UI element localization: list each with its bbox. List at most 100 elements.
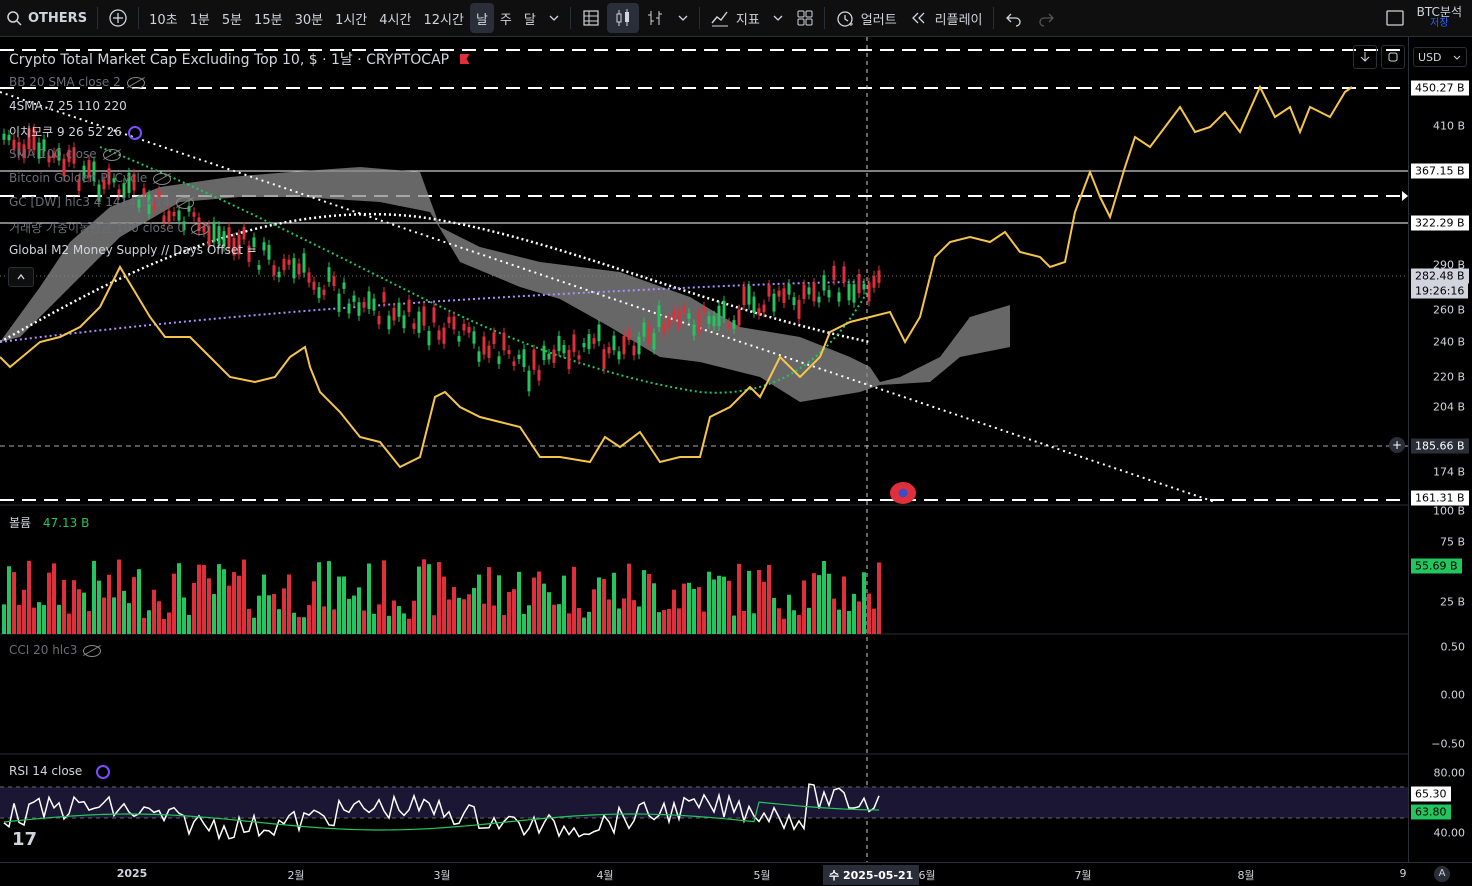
candle-body <box>782 288 786 303</box>
candle-body <box>667 318 671 327</box>
legend-pi-cycle[interactable]: Bitcoin Golden Pi Cycle <box>9 171 172 185</box>
volume-bar <box>417 566 421 634</box>
volume-bar <box>827 573 831 634</box>
time-tick: 2월 <box>287 869 305 882</box>
volume-bar <box>227 585 231 634</box>
interval-10s[interactable]: 10초 <box>143 0 184 36</box>
legend-text: BB 20 SMA close 2 <box>9 75 121 89</box>
interval-30m[interactable]: 30분 <box>289 0 330 36</box>
time-tick: 8월 <box>1237 869 1255 882</box>
volume-bar <box>182 597 186 634</box>
indicators-button[interactable]: 지표 <box>704 0 766 36</box>
cci-legend[interactable]: CCI 20 hlc3 <box>9 643 102 657</box>
global-m2-line <box>0 84 1353 469</box>
interval-1d[interactable]: 날 <box>469 3 494 33</box>
chart-canvas[interactable] <box>0 37 1408 862</box>
volume-bar <box>192 582 196 634</box>
interval-1h[interactable]: 1시간 <box>329 0 373 36</box>
fullscreen-button[interactable] <box>1379 0 1411 36</box>
bar-style-button[interactable] <box>575 0 607 36</box>
collapse-legend-button[interactable] <box>8 267 34 287</box>
candle-body <box>292 258 296 279</box>
candle-body <box>567 350 571 370</box>
chart-pane[interactable]: Crypto Total Market Cap Excluding Top 10… <box>0 37 1408 862</box>
eye-off-icon[interactable] <box>126 76 145 89</box>
chart-type-dropdown[interactable] <box>671 0 695 36</box>
candle-body <box>142 188 146 194</box>
replay-button[interactable]: 리플레이 <box>903 0 989 36</box>
us-flag-icon[interactable] <box>890 482 916 504</box>
rsi-band <box>0 787 1408 818</box>
candle-body <box>177 210 181 221</box>
legend-bb[interactable]: BB 20 SMA close 2 <box>9 75 145 89</box>
interval-label: 5분 <box>221 12 243 28</box>
interval-label: 1시간 <box>335 12 368 28</box>
pane-down-button[interactable] <box>1353 45 1377 69</box>
legend-ichimoku[interactable]: 이치모쿠 9 26 52 26 <box>9 123 142 140</box>
interval-12h[interactable]: 12시간 <box>417 0 469 36</box>
candle-body <box>462 323 466 331</box>
templates-button[interactable] <box>790 0 820 36</box>
volume-bar <box>757 570 761 634</box>
pane-maximize-button[interactable] <box>1381 45 1405 69</box>
eye-off-icon[interactable] <box>102 148 121 161</box>
legend-gc[interactable]: GC [DW] hlc3 4 1414 1414 <box>9 195 195 209</box>
candle-body <box>402 315 406 329</box>
currency-selector[interactable]: USD <box>1413 47 1467 67</box>
legend-text: GC [DW] hlc3 4 1414 1414 <box>9 195 171 209</box>
eye-off-icon[interactable] <box>176 196 195 209</box>
auto-scale-button[interactable]: A <box>1434 866 1450 882</box>
volume-bar <box>502 614 506 634</box>
interval-15m[interactable]: 15분 <box>248 0 289 36</box>
rsi-legend[interactable]: RSI 14 close <box>9 764 111 779</box>
volume-bar <box>262 574 266 634</box>
volume-bar <box>422 559 426 634</box>
volume-bar <box>392 600 396 634</box>
volume-bar <box>572 566 576 634</box>
price-axis[interactable]: USD 450.27 B 410 B 367.15 B 322.29 B 290… <box>1389 37 1472 862</box>
legend-m2[interactable]: Global M2 Money Supply // Days Offset = <box>9 243 257 257</box>
interval-4h[interactable]: 4시간 <box>373 0 417 36</box>
interval-1m[interactable]: 1분 <box>184 0 216 36</box>
layout-menu[interactable]: BTC분석 저장 <box>1411 0 1472 36</box>
volume-bar <box>722 576 726 634</box>
volume-bar <box>332 609 336 634</box>
alert-button[interactable]: 얼러트 <box>829 0 903 36</box>
volume-bar <box>17 604 21 634</box>
candle-body <box>277 271 281 278</box>
legend-vwma[interactable]: 거래량 가중이동평균 100 close 0 <box>9 219 210 236</box>
volume-bar <box>77 589 81 634</box>
volume-bar <box>687 582 691 634</box>
rsi-value-badge: 65.30 <box>1411 786 1451 802</box>
volume-bar <box>247 608 251 634</box>
candle-body <box>457 336 461 342</box>
volume-legend[interactable]: 볼륨 47.13 B <box>9 514 89 531</box>
indicators-dropdown[interactable] <box>766 0 790 36</box>
symbol-search-button[interactable]: OTHERS <box>0 0 93 36</box>
candles-style-button[interactable] <box>606 3 639 33</box>
legend-4sma[interactable]: 4SMA 7 25 110 220 <box>9 99 127 113</box>
interval-5m[interactable]: 5분 <box>216 0 248 36</box>
eye-off-icon[interactable] <box>83 644 102 657</box>
hollow-candle-button[interactable] <box>639 0 671 36</box>
volume-bar <box>397 606 401 634</box>
interval-1mo[interactable]: 달 <box>518 0 542 36</box>
undo-button[interactable] <box>998 0 1030 36</box>
interval-1w[interactable]: 주 <box>494 0 518 36</box>
eye-off-icon[interactable] <box>191 222 210 235</box>
legend-sma100[interactable]: SMA 100 close <box>9 147 121 161</box>
compare-button[interactable] <box>102 0 134 36</box>
candle-body <box>437 330 441 340</box>
add-alert-icon[interactable]: + <box>1389 437 1405 453</box>
time-axis[interactable]: 2025 2월 3월 4월 5월 6월 7월 8월 9 수 2025-05-21… <box>0 862 1472 886</box>
candle-body <box>577 355 581 360</box>
replay-label: 리플레이 <box>934 12 983 28</box>
interval-dropdown[interactable] <box>542 0 566 36</box>
interval-label: 10초 <box>149 12 178 28</box>
redo-button[interactable] <box>1030 0 1062 36</box>
volume-bar <box>662 610 666 634</box>
crosshair-date-badge: 수 2025-05-21 <box>823 865 920 885</box>
volume-bar <box>707 571 711 634</box>
eye-off-icon[interactable] <box>153 172 172 185</box>
volume-bar <box>447 599 451 634</box>
